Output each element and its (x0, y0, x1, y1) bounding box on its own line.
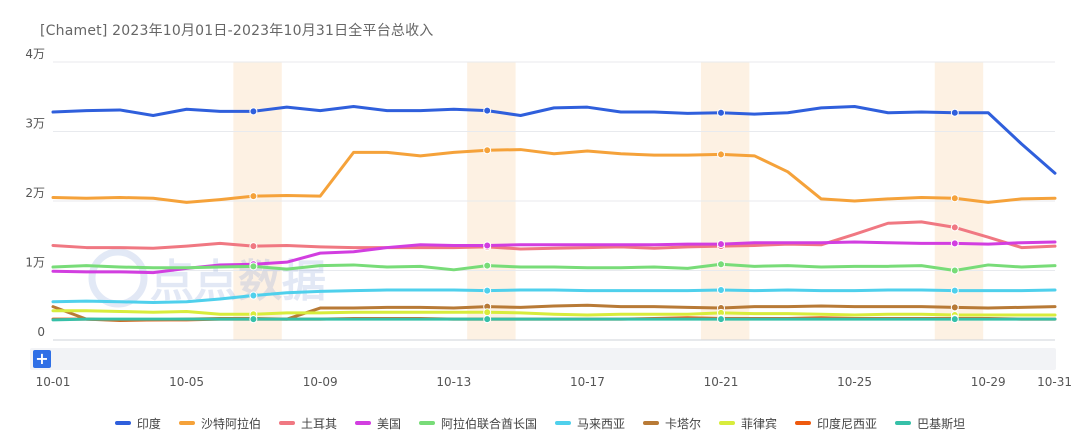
y-tick-label: 3万 (25, 117, 45, 131)
data-point (483, 315, 492, 324)
legend-label: 印度 (136, 416, 161, 431)
series-lines (51, 104, 1057, 324)
series-4 (51, 260, 1057, 275)
legend-item[interactable]: 土耳其 (278, 415, 337, 432)
y-tick-label: 1万 (25, 256, 45, 270)
legend-label: 马来西亚 (577, 416, 626, 431)
legend-swatch (795, 421, 812, 425)
data-point (249, 107, 258, 116)
y-tick-label: 2万 (25, 186, 45, 200)
grid-lines (53, 61, 1055, 341)
legend-swatch (555, 421, 571, 425)
data-point (483, 241, 492, 250)
legend-label: 美国 (376, 416, 401, 431)
data-point (717, 285, 725, 294)
data-point (717, 150, 725, 159)
legend-label: 卡塔尔 (665, 416, 702, 431)
legend-swatch (354, 421, 371, 425)
legend-label: 阿拉伯联合酋长国 (440, 416, 537, 431)
x-tick-label: 10-13 (436, 375, 471, 389)
data-point (717, 108, 725, 117)
legend-label: 菲律宾 (741, 416, 778, 431)
legend-label: 巴基斯坦 (917, 416, 966, 431)
y-axis: 0 1万 2万 3万 4万 (25, 47, 45, 339)
x-tick-label: 10-31 (1037, 375, 1072, 389)
series-line (51, 148, 1057, 204)
legend-item[interactable]: 卡塔尔 (643, 415, 701, 432)
data-point (717, 315, 725, 324)
x-tick-label: 10-09 (303, 375, 338, 389)
series-line (51, 220, 1057, 251)
series-line (51, 240, 1057, 275)
data-point (249, 262, 258, 271)
data-point (483, 261, 492, 270)
series-line (51, 309, 1057, 317)
x-tick-label: 10-17 (570, 375, 605, 389)
chart-title: [Chamet] 2023年10月01日-2023年10月31日全平台总收入 (40, 23, 434, 39)
data-point (483, 146, 492, 155)
legend-swatch (114, 421, 131, 425)
series-9 (51, 315, 1057, 324)
legend-item[interactable]: 菲律宾 (719, 415, 777, 432)
zoom-slider-track[interactable] (30, 348, 1056, 370)
x-tick-label: 10-21 (704, 375, 739, 389)
legend-item[interactable]: 美国 (354, 415, 401, 432)
legend-label: 土耳其 (300, 416, 337, 431)
x-tick-label: 10-01 (36, 375, 71, 389)
legend-label: 印度尼西亚 (817, 416, 878, 431)
x-tick-label: 10-25 (837, 375, 872, 389)
series-line (51, 317, 1057, 322)
data-point (717, 240, 725, 249)
data-point (950, 194, 959, 203)
data-point (950, 223, 959, 232)
data-point (950, 303, 959, 312)
series-7 (51, 308, 1057, 319)
data-point (950, 315, 959, 324)
data-point (249, 242, 258, 251)
legend-swatch (643, 421, 660, 425)
legend-label: 沙特阿拉伯 (200, 416, 261, 431)
x-tick-label: 10-05 (169, 375, 204, 389)
legend-swatch (418, 421, 435, 425)
series-0 (51, 104, 1057, 175)
series-line (51, 104, 1057, 175)
x-tick-label: 10-29 (971, 375, 1006, 389)
legend-item[interactable]: 巴基斯坦 (895, 415, 965, 432)
y-tick-label: 4万 (25, 47, 45, 61)
series-5 (51, 285, 1057, 304)
x-axis: 10-01 10-05 10-09 10-13 10-17 10-21 10-25 10-29… (36, 375, 1072, 389)
data-point (950, 108, 959, 117)
legend-swatch (895, 421, 912, 425)
data-point (249, 192, 258, 201)
legend-item[interactable]: 马来西亚 (555, 415, 625, 432)
series-line (51, 262, 1057, 272)
legend-item[interactable]: 印度尼西亚 (795, 415, 877, 432)
zoom-expand-button[interactable]: + (33, 350, 51, 368)
legend-item[interactable]: 沙特阿拉伯 (178, 415, 261, 432)
legend-swatch (278, 421, 295, 425)
series-line (51, 288, 1057, 304)
series-1 (51, 146, 1057, 204)
legend-swatch (178, 421, 195, 425)
data-point (483, 286, 492, 295)
data-point (483, 308, 492, 317)
data-point (249, 315, 258, 324)
data-point (249, 291, 258, 300)
legend: 印度 沙特阿拉伯 土耳其 美国 阿拉伯联合酋长国 马来西亚 卡塔尔 菲律宾 印度尼西亚 巴基斯坦 (0, 413, 1080, 433)
data-point (950, 286, 959, 295)
data-point (483, 106, 492, 115)
legend-item[interactable]: 印度 (114, 415, 161, 432)
legend-item[interactable]: 阿拉伯联合酋长国 (418, 415, 537, 432)
data-point (950, 266, 959, 275)
y-tick-label: 0 (37, 325, 45, 339)
legend-swatch (719, 421, 736, 425)
data-point (950, 239, 959, 248)
data-point (717, 260, 725, 269)
